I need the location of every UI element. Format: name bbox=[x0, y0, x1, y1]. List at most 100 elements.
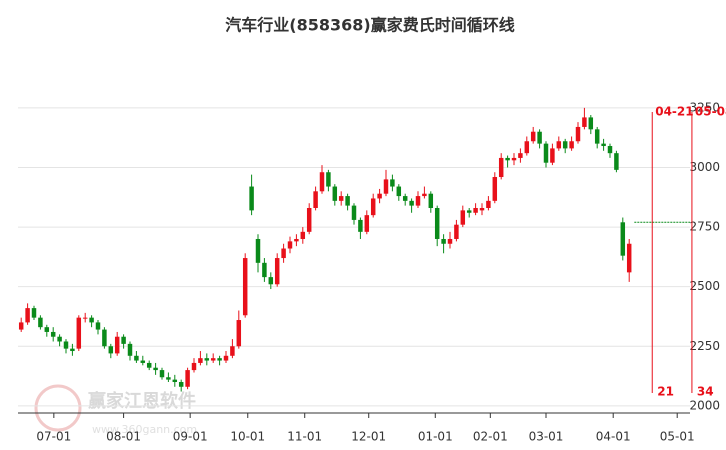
watermark: 赢家江恩软件 bbox=[88, 390, 196, 412]
candle-body bbox=[268, 277, 274, 285]
candle-body bbox=[313, 191, 318, 208]
candle-body bbox=[626, 243, 632, 273]
candle-body bbox=[76, 317, 82, 349]
candle-body bbox=[50, 331, 56, 337]
candle-body bbox=[198, 358, 203, 363]
y-tick-label: 2250 bbox=[689, 339, 720, 353]
candle-body bbox=[601, 143, 606, 147]
candle-body bbox=[294, 238, 299, 242]
candle-body bbox=[562, 141, 568, 149]
y-tick-label: 3250 bbox=[689, 100, 720, 114]
candle-body bbox=[102, 329, 107, 347]
candle-body bbox=[108, 346, 114, 354]
candle-body bbox=[82, 317, 88, 319]
candle-body bbox=[204, 358, 210, 361]
candle-body bbox=[492, 177, 498, 201]
x-tick-label: 10-01 bbox=[230, 430, 265, 444]
candle-body bbox=[620, 222, 626, 256]
candle-body bbox=[217, 358, 222, 361]
candle-body bbox=[441, 238, 446, 244]
candle-body bbox=[556, 141, 562, 149]
candle-body bbox=[191, 362, 197, 371]
candle-body bbox=[364, 215, 370, 232]
candle-body bbox=[178, 382, 184, 387]
candle-body bbox=[127, 343, 133, 356]
candle-body bbox=[114, 336, 120, 354]
watermark-url: www.360gann.com bbox=[92, 423, 197, 436]
candle-body bbox=[210, 358, 216, 361]
candle-body bbox=[38, 317, 43, 328]
candle-body bbox=[594, 129, 600, 144]
candle-body bbox=[575, 126, 581, 142]
candle-body bbox=[249, 186, 254, 211]
x-tick-label: 12-01 bbox=[351, 430, 386, 444]
candle-body bbox=[607, 146, 613, 154]
candle-body bbox=[588, 117, 594, 130]
candle-body bbox=[434, 207, 440, 239]
candle-body bbox=[486, 200, 491, 208]
candle-body bbox=[166, 377, 171, 380]
candle-body bbox=[377, 193, 382, 199]
watermark-logo bbox=[34, 384, 82, 432]
candle-body bbox=[505, 157, 510, 161]
candle-body bbox=[95, 322, 101, 330]
x-tick-label: 02-01 bbox=[473, 430, 508, 444]
candle-body bbox=[466, 210, 472, 213]
candle-body bbox=[338, 196, 344, 201]
candle-body bbox=[518, 153, 523, 158]
candle-body bbox=[409, 200, 414, 206]
candle-body bbox=[44, 327, 50, 332]
candle-body bbox=[582, 117, 587, 127]
candle-body bbox=[153, 367, 158, 371]
y-tick-label: 3000 bbox=[689, 160, 720, 174]
cycle-top-label: 04-21 bbox=[655, 105, 693, 119]
candle-body bbox=[306, 207, 312, 232]
candle-body bbox=[479, 207, 485, 211]
candle-body bbox=[31, 308, 37, 318]
x-tick-label: 04-01 bbox=[596, 430, 631, 444]
candle-body bbox=[255, 238, 261, 263]
cycle-bottom-label: 34 bbox=[697, 385, 714, 399]
candle-body bbox=[358, 219, 363, 232]
candle-body bbox=[530, 131, 536, 142]
candle-body bbox=[345, 196, 350, 206]
x-tick-label: 03-01 bbox=[529, 430, 564, 444]
x-tick-label: 07-01 bbox=[36, 430, 71, 444]
candle-body bbox=[370, 198, 376, 216]
candle-body bbox=[332, 186, 338, 201]
candle-body bbox=[70, 348, 75, 352]
candle-body bbox=[569, 141, 574, 149]
candle-body bbox=[319, 172, 325, 192]
candle-body bbox=[134, 355, 139, 361]
x-tick-label: 11-01 bbox=[287, 430, 322, 444]
candle-body bbox=[185, 370, 190, 387]
candle-body bbox=[89, 317, 94, 323]
x-tick-label: 01-01 bbox=[418, 430, 453, 444]
candle-body bbox=[614, 153, 619, 170]
candle-body bbox=[18, 322, 24, 330]
candle-body bbox=[402, 196, 408, 201]
candle-body bbox=[172, 379, 178, 383]
candle-body bbox=[262, 262, 267, 278]
candle-body bbox=[447, 238, 453, 244]
candle-body bbox=[396, 186, 402, 197]
candle-body bbox=[300, 231, 306, 239]
candle-body bbox=[25, 308, 30, 323]
candle-body bbox=[274, 258, 280, 285]
candle-body bbox=[146, 362, 152, 368]
y-tick-label: 2500 bbox=[689, 279, 720, 293]
candle-body bbox=[511, 157, 517, 161]
candle-body bbox=[550, 148, 555, 163]
cycle-bottom-label: 21 bbox=[657, 385, 674, 399]
candle-body bbox=[390, 179, 395, 187]
x-tick-label: 08-01 bbox=[106, 430, 141, 444]
candle-body bbox=[415, 196, 421, 206]
candle-body bbox=[498, 157, 504, 178]
candle-body bbox=[460, 210, 466, 225]
candle-body bbox=[326, 172, 331, 187]
candle-body bbox=[422, 193, 427, 197]
candle-body bbox=[537, 131, 542, 144]
candle-body bbox=[223, 355, 229, 361]
candle-body bbox=[121, 336, 126, 344]
